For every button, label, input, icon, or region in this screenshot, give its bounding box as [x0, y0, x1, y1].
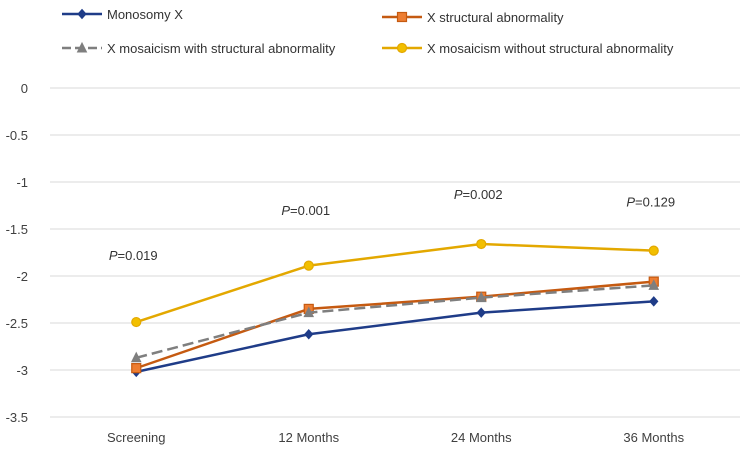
- data-point-triangle: [303, 306, 315, 318]
- data-point-circle: [303, 260, 314, 271]
- data-point-diamond: [304, 329, 314, 340]
- legend: Monosomy X X structural abnormality X mosa…: [62, 7, 674, 56]
- series-4: [131, 238, 659, 328]
- y-tick-label: -3: [16, 363, 28, 378]
- series-1: [131, 296, 659, 378]
- p-value-annotations: P=0.019 P=0.001 P=0.002 P=0.129: [109, 187, 675, 263]
- legend-item: X structural abnormality: [382, 10, 564, 25]
- series-3: [130, 279, 660, 363]
- x-tick-label: 24 Months: [451, 430, 512, 445]
- series-line: [135, 284, 654, 359]
- gridlines: [50, 87, 740, 418]
- p-value-label: P=0.001: [281, 203, 330, 218]
- legend-item: X mosaicism without structural abnormali…: [382, 41, 674, 56]
- legend-label: Monosomy X: [107, 7, 183, 22]
- x-axis: Screening 12 Months 24 Months 36 Months: [107, 430, 685, 445]
- data-point-triangle: [475, 291, 487, 303]
- data-point-diamond: [77, 8, 87, 20]
- data-point-circle: [131, 316, 142, 328]
- y-tick-label: 0: [21, 81, 28, 96]
- legend-label: X structural abnormality: [427, 10, 564, 25]
- data-point-diamond: [649, 296, 659, 307]
- x-tick-label: 36 Months: [623, 430, 684, 445]
- legend-label: X mosaicism without structural abnormali…: [427, 41, 674, 56]
- data-point-triangle: [648, 279, 660, 290]
- data-point-square: [131, 363, 142, 374]
- data-point-circle: [476, 238, 487, 250]
- legend-item: X mosaicism with structural abnormality: [62, 41, 336, 56]
- data-point-square: [396, 11, 408, 23]
- data-point-triangle: [130, 351, 142, 363]
- y-tick-label: -2.5: [6, 316, 28, 331]
- series-group: [130, 238, 660, 378]
- series-line: [135, 280, 654, 370]
- data-point-diamond: [476, 307, 486, 318]
- y-tick-label: -1: [16, 175, 28, 190]
- p-value-label: P=0.019: [109, 248, 158, 263]
- legend-label: X mosaicism with structural abnormality: [107, 41, 336, 56]
- y-tick-label: -0.5: [6, 128, 28, 143]
- series-line: [135, 300, 654, 374]
- legend-item: Monosomy X: [62, 7, 183, 22]
- p-value-label: P=0.129: [626, 194, 675, 209]
- y-tick-label: -3.5: [6, 410, 28, 425]
- x-tick-label: 12 Months: [278, 430, 339, 445]
- data-point-circle: [648, 245, 659, 256]
- p-value-label: P=0.002: [454, 187, 503, 202]
- series-line: [135, 242, 654, 324]
- x-tick-label: Screening: [107, 430, 166, 445]
- data-point-triangle: [76, 41, 88, 53]
- data-point-circle: [396, 42, 408, 54]
- y-axis: 0 -0.5 -1 -1.5 -2 -2.5 -3 -3.5: [6, 81, 28, 425]
- y-tick-label: -2: [16, 269, 28, 284]
- y-tick-label: -1.5: [6, 222, 28, 237]
